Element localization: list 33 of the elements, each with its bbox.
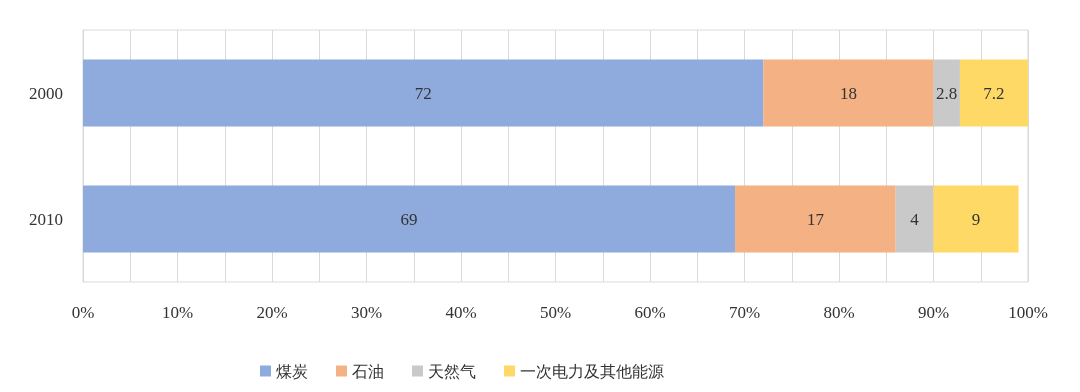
bar xyxy=(933,59,960,127)
data-label: 7.2 xyxy=(983,83,1005,103)
data-label: 4 xyxy=(910,209,920,229)
x-tick-label: 70% xyxy=(728,303,761,322)
y-tick-label: 2000 xyxy=(29,83,63,103)
bar xyxy=(933,185,1019,253)
x-tick-label: 80% xyxy=(823,303,855,322)
x-tick-label: 100% xyxy=(1008,303,1048,322)
data-label: 9 xyxy=(971,209,981,229)
x-tick-label: 50% xyxy=(539,303,572,322)
bar xyxy=(895,185,934,253)
x-tick-label: 90% xyxy=(917,303,950,322)
y-tick-label: 2010 xyxy=(29,209,63,229)
x-tick-label: 40% xyxy=(445,303,477,322)
bar xyxy=(763,59,934,127)
bar xyxy=(83,185,736,253)
data-label: 17 xyxy=(806,209,825,229)
legend-label: 天然气 xyxy=(428,361,476,381)
x-tick-label: 60% xyxy=(634,303,666,322)
data-label: 72 xyxy=(414,83,432,103)
legend-label: 一次电力及其他能源 xyxy=(520,361,664,381)
bar xyxy=(735,185,896,253)
data-label: 2.8 xyxy=(936,83,958,103)
x-tick-label: 20% xyxy=(256,303,288,322)
legend-label: 石油 xyxy=(352,361,384,381)
bar xyxy=(959,59,1028,127)
x-tick-label: 0% xyxy=(71,303,95,322)
bar xyxy=(83,59,764,127)
legend-label: 煤炭 xyxy=(276,361,308,381)
x-tick-label: 30% xyxy=(350,303,383,322)
x-tick-label: 10% xyxy=(161,303,194,322)
data-label: 18 xyxy=(839,83,857,103)
data-label: 69 xyxy=(400,209,418,229)
